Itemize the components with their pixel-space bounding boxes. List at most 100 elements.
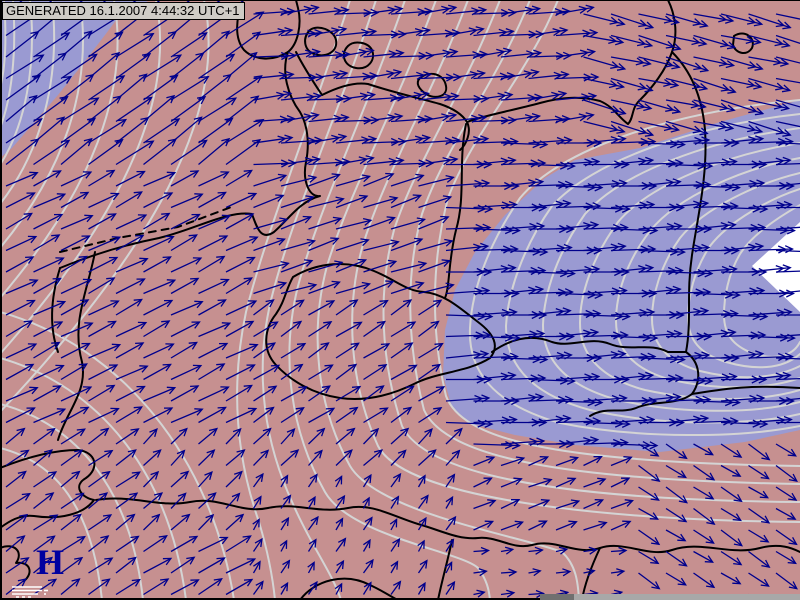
wind-arrow-shaft (638, 572, 660, 590)
wind-arrow-head (469, 70, 480, 80)
wind-arrow-head (385, 280, 395, 288)
wind-arrow-head (669, 418, 678, 427)
wind-arrow-head (313, 92, 323, 101)
wind-arrow-head (365, 155, 375, 164)
wind-arrow-head (262, 427, 272, 437)
wind-arrow-head (188, 234, 198, 243)
wind-arrow-shaft (5, 514, 28, 531)
wind-arrow-head (755, 242, 765, 251)
wind-arrow-head (487, 499, 497, 507)
wind-arrow-shaft (280, 495, 291, 509)
wind-arrow-shaft (417, 517, 427, 531)
wind-arrow-head (733, 557, 743, 566)
wind-arrow-head (145, 140, 155, 149)
wind-arrow-shaft (308, 261, 343, 273)
wind-arrow-shaft (418, 176, 454, 187)
wind-arrow-head (217, 299, 227, 307)
wind-arrow-head (693, 62, 703, 71)
wind-arrow-head (413, 91, 423, 100)
wind-arrow-shaft (748, 486, 769, 499)
wind-arrow-head (618, 546, 628, 556)
wind-arrow-head (621, 375, 630, 384)
wind-arrow-head (358, 48, 368, 57)
wind-arrow-head (503, 47, 513, 56)
wind-arrow-head (720, 329, 730, 338)
wind-arrow-head (405, 385, 415, 394)
wind-arrow-head (224, 117, 234, 126)
wind-arrow-head (480, 350, 490, 359)
wind-arrow-shaft (170, 76, 209, 101)
contour-line (504, 113, 800, 424)
wind-arrow-shaft (115, 298, 143, 316)
wind-arrow-head (129, 492, 139, 501)
wind-arrow-shaft (115, 234, 144, 252)
wind-arrow-shaft (60, 299, 89, 316)
wind-arrow-shaft (500, 592, 514, 596)
wind-arrow-head (82, 386, 93, 394)
wind-arrow-head (485, 456, 496, 464)
wind-arrow-shaft (720, 507, 742, 521)
wind-arrow-head (718, 58, 729, 67)
wind-arrow-head (691, 37, 701, 46)
wind-arrow-head (253, 560, 261, 570)
wind-arrow-head (392, 580, 402, 590)
wind-arrow-head (700, 307, 710, 316)
wind-arrow-head (760, 471, 770, 480)
wind-arrow-head (551, 91, 561, 100)
wind-arrow-shaft (390, 342, 413, 359)
wind-arrow-head (62, 75, 73, 84)
wind-arrow-head (558, 546, 569, 555)
wind-arrow-head (648, 181, 658, 191)
wind-arrow-shaft (252, 519, 260, 531)
wind-arrow-shaft (60, 322, 93, 338)
wind-arrow-head (732, 469, 742, 477)
wind-arrow-head (130, 428, 140, 437)
wind-arrow-head (334, 475, 343, 485)
wind-arrow-shaft (60, 406, 89, 424)
wind-arrow-head (782, 129, 792, 137)
wind-arrow-shaft (363, 217, 395, 230)
wind-arrow-head (476, 69, 487, 79)
wind-arrow-head (131, 578, 141, 587)
wind-arrow-shaft (555, 521, 577, 531)
wind-arrow-head (386, 216, 396, 224)
wind-arrow-head (395, 156, 405, 166)
wind-arrow-head (141, 52, 152, 62)
wind-arrow-head (334, 582, 343, 592)
wind-arrow-head (644, 21, 655, 30)
wind-arrow-head (395, 49, 405, 58)
wind-arrow-shaft (363, 428, 379, 445)
wind-arrow-shaft (528, 570, 541, 574)
wind-arrow-shaft (170, 450, 185, 466)
wind-arrow-head (61, 32, 71, 41)
wind-arrow-head (640, 137, 650, 147)
wind-arrow-head (71, 578, 81, 587)
wind-arrow-head (25, 363, 35, 372)
wind-arrow-shaft (390, 238, 423, 252)
wind-arrow-shaft (143, 31, 177, 58)
wind-arrow-head (477, 204, 487, 213)
wind-arrow-head (727, 328, 737, 337)
wind-arrow-shaft (775, 182, 800, 187)
wind-arrow-head (678, 450, 688, 460)
wind-arrow-head (418, 474, 426, 484)
map-frame-bottom-edge (0, 598, 545, 600)
wind-arrow-shaft (225, 256, 255, 273)
wind-arrow-shaft (225, 578, 253, 596)
wind-arrow-head (30, 30, 40, 40)
wind-arrow-head (775, 264, 785, 274)
wind-arrow-head (700, 199, 710, 208)
wind-arrow-head (188, 535, 199, 544)
wind-arrow-shaft (225, 320, 254, 338)
wind-arrow-shaft (610, 477, 630, 488)
wind-arrow-head (280, 581, 289, 592)
wind-arrow-head (562, 568, 572, 577)
wind-arrow-shaft (33, 170, 61, 187)
wind-arrow-shaft (307, 562, 315, 574)
wind-arrow-head (80, 406, 90, 415)
wind-arrow-head (108, 364, 119, 372)
wind-arrow-head (323, 320, 333, 330)
wind-arrow-head (359, 92, 370, 101)
wind-arrow-head (559, 269, 569, 278)
wind-arrow-head (441, 5, 451, 14)
